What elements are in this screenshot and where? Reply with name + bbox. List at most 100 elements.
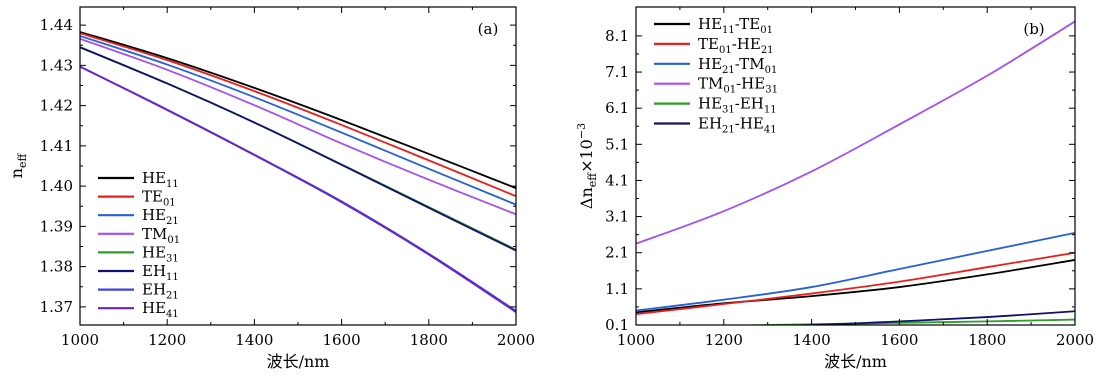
x-tick-label: 1400 [793, 331, 831, 349]
chart-a: 1000 1200 1400 1600 1800 2000 1.37 1.38 1.39 1.40… [7, 6, 535, 371]
legend-label-sub: 31 [722, 105, 735, 116]
legend-label-sub: 01 [163, 198, 176, 209]
series-line-tm01he31 [636, 20, 1075, 245]
legend-label-name: TM [142, 225, 167, 243]
y-tick-label: 2.1 [605, 244, 629, 262]
legend-label-name2: -TM [735, 55, 765, 73]
legend-label-sub: 21 [722, 125, 735, 136]
y-axis-title: neff [7, 152, 29, 178]
legend-label-name: HE [698, 95, 722, 113]
legend-label-name: EH [698, 115, 722, 133]
legend-label-sub: 21 [722, 65, 735, 76]
y-tick-label: 5.1 [605, 135, 629, 153]
legend-label-sub: 41 [166, 309, 179, 320]
y-tick-label: 1.38 [40, 258, 73, 276]
legend-label: HE11 [142, 169, 179, 190]
series-line-te01he21 [636, 251, 1075, 316]
x-tick-label: 1000 [61, 331, 99, 349]
x-axis-title: 波长/nm [824, 352, 887, 371]
series-line-eh11 [80, 46, 516, 252]
y-axis-title-exp: −3 [575, 123, 588, 139]
legend-label: HE31 [142, 243, 179, 264]
series-line-tm01 [80, 37, 516, 216]
panel-label: (b) [1023, 20, 1044, 38]
legend-label-sub2: 11 [764, 105, 777, 116]
legend-label: HE21-TM01 [698, 55, 777, 76]
y-tick-label: 6.1 [605, 99, 629, 117]
series-lines [80, 31, 516, 313]
legend-label: EH11 [142, 262, 179, 283]
x-tick-label: 1200 [148, 331, 186, 349]
legend-label-sub: 31 [166, 253, 179, 264]
legend: HE11-TE01TE01-HE21HE21-TM01TM01-HE31HE31… [654, 15, 778, 136]
legend-label-name2: -TE [735, 15, 761, 33]
legend-label-sub: 01 [719, 45, 732, 56]
legend-label: TM01-HE31 [698, 75, 778, 96]
y-axis-title-sub: eff [586, 172, 599, 188]
y-tick-label: 3.1 [605, 208, 629, 226]
legend-label-name: TM [698, 75, 723, 93]
legend-label-sub2: 41 [764, 125, 777, 136]
x-tick-label: 1600 [880, 331, 918, 349]
y-tick-label: 1.42 [40, 97, 73, 115]
y-axis-title-main: n [7, 168, 26, 178]
legend-label: TM01 [142, 225, 180, 246]
y-tick-label: 1.37 [40, 298, 73, 316]
legend-label-sub: 21 [166, 216, 179, 227]
legend-label-name: HE [142, 169, 166, 187]
series-line-he21tm01 [636, 231, 1075, 312]
x-tick-label: 2000 [497, 331, 535, 349]
y-tick-label: 1.39 [40, 217, 73, 235]
y-tick-label: 1.1 [605, 280, 629, 298]
x-tick-label: 1400 [235, 331, 273, 349]
legend-label-sub: 21 [166, 291, 179, 302]
legend-label: EH21-HE41 [698, 115, 777, 136]
x-axis-title: 波长/nm [267, 352, 330, 371]
legend-label: TE01 [142, 188, 176, 209]
legend-label-name: HE [142, 206, 166, 224]
y-tick-label: 1.43 [40, 56, 73, 74]
y-tick-label: 7.1 [605, 63, 629, 81]
legend-label: HE11-TE01 [698, 15, 773, 36]
y-tick-label: 4.1 [605, 171, 629, 189]
y-axis-title: Δneff×10−3 [575, 123, 599, 209]
y-tick-label: 1.41 [40, 137, 73, 155]
legend-label-name: TE [698, 35, 719, 53]
x-tick-label: 1600 [323, 331, 361, 349]
legend-label-name2: -EH [735, 95, 764, 113]
x-tick-label: 1000 [617, 331, 655, 349]
legend-label: HE41 [142, 299, 179, 320]
legend-label-sub: 11 [166, 272, 179, 283]
panel-label: (a) [478, 20, 499, 38]
legend-label-sub: 11 [722, 25, 735, 36]
legend-label-name2: -HE [735, 115, 764, 133]
legend-label-sub2: 01 [765, 65, 778, 76]
x-tick-label: 1200 [705, 331, 743, 349]
legend-label-name: HE [142, 299, 166, 317]
series-line-he11te01 [636, 259, 1075, 314]
legend-label-sub2: 01 [760, 25, 773, 36]
legend-label-sub: 11 [166, 179, 179, 190]
legend-label-sub2: 21 [761, 45, 774, 56]
x-tick-label: 2000 [1056, 331, 1094, 349]
y-tick-label: 1.40 [40, 177, 73, 195]
legend-label-sub: 01 [723, 85, 736, 96]
legend-label-name: TE [142, 188, 163, 206]
chart-b: 1000 1200 1400 1600 1800 2000 0.1 1.1 2.1 3.1 4.1 5… [575, 6, 1094, 371]
legend-label-sub: 01 [167, 235, 180, 246]
legend-label-name: HE [698, 15, 722, 33]
x-tick-label: 1800 [410, 331, 448, 349]
y-tick-label: 0.1 [605, 316, 629, 334]
y-tick-label: 1.44 [40, 16, 73, 34]
legend-label: EH21 [142, 281, 179, 302]
y-tick-label: 8.1 [605, 27, 629, 45]
legend-label-name: HE [142, 243, 166, 261]
legend-label-name: HE [698, 55, 722, 73]
legend-label-name: EH [142, 281, 166, 299]
series-line-eh21he41 [773, 310, 1075, 325]
series-line-he21 [80, 35, 516, 206]
series-line-he41 [80, 65, 516, 313]
x-tick-label: 1800 [968, 331, 1006, 349]
legend-label: TE01-HE21 [698, 35, 774, 56]
